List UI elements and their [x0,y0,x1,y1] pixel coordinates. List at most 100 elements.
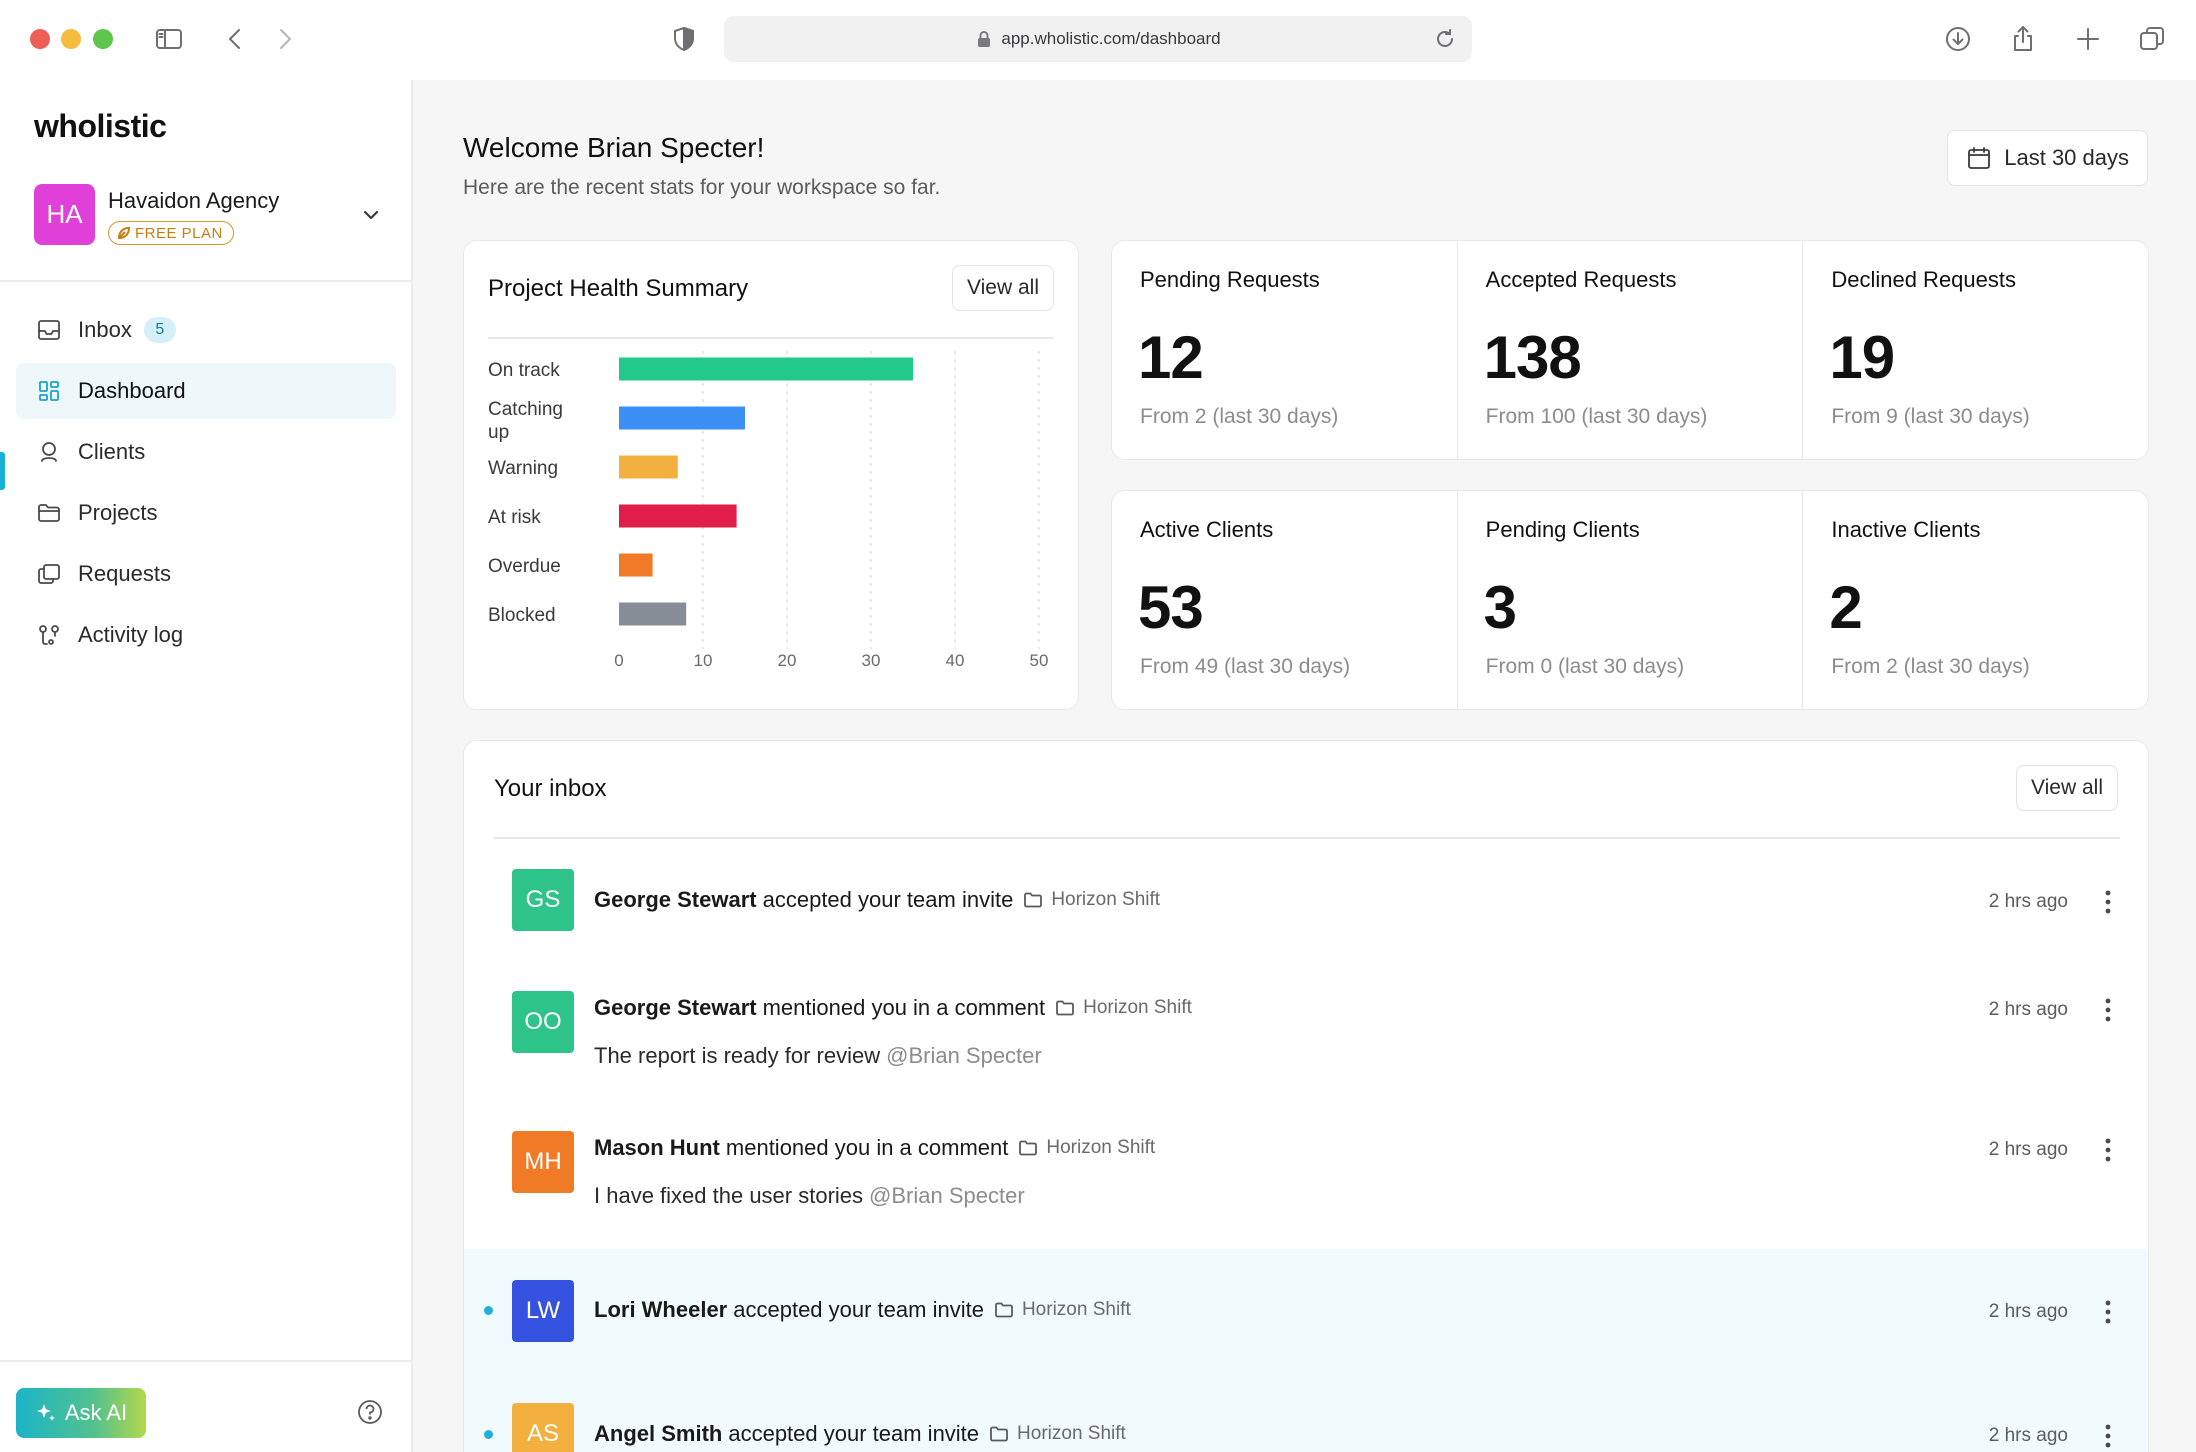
message-time: 2 hrs ago [1988,891,2068,912]
sidebar-nav: Inbox 5 Dashboard Clients Projects Req [16,302,396,668]
stat-value: 3 [1483,574,1517,641]
shield-icon[interactable] [667,22,701,56]
chart-category-label: At risk [488,507,541,528]
stat-pending-requests[interactable]: Pending Requests 12 From 2 (last 30 days… [1112,241,1458,459]
unread-dot [484,1430,493,1439]
requests-icon [36,561,62,587]
mention[interactable]: @Brian Specter [869,1183,1025,1208]
sidebar-item-inbox[interactable]: Inbox 5 [16,302,396,358]
stat-label: Accepted Requests [1485,267,1677,292]
sidebar: wholistic HA Havaidon Agency FREE PLAN I… [0,80,413,1452]
new-tab-icon[interactable] [2071,22,2105,56]
message-action: mentioned you in a comment [725,1135,1009,1160]
inbox-message[interactable]: OO George Stewart mentioned you in a com… [464,959,2148,1099]
project-name: Horizon Shift [1051,889,1161,910]
sidebar-toggle-icon[interactable] [152,22,186,56]
message-action: accepted your team invite [733,1297,984,1322]
sparkle-icon [36,1404,55,1421]
project-tag[interactable]: Horizon Shift [1018,1137,1155,1159]
folder-icon [1024,892,1043,908]
minimize-window-button[interactable] [61,29,81,49]
project-name: Horizon Shift [1083,997,1192,1018]
client-stats-card: Active Clients 53 From 49 (last 30 days)… [1111,490,2149,710]
download-icon[interactable] [1941,22,1975,56]
project-tag[interactable]: Horizon Shift [1055,997,1192,1019]
stat-label: Pending Requests [1140,267,1320,292]
health-view-all-button[interactable]: View all [952,265,1054,311]
stat-inactive-clients[interactable]: Inactive Clients 2 From 2 (last 30 days) [1803,491,2148,709]
card-divider [494,837,2120,839]
stat-accepted-requests[interactable]: Accepted Requests 138 From 100 (last 30 … [1458,241,1804,459]
inbox-message[interactable]: GS George Stewart accepted your team inv… [464,839,2148,959]
chart-category-label: Overdue [488,556,561,577]
address-bar[interactable]: app.wholistic.com/dashboard [724,16,1472,62]
project-tag[interactable]: Horizon Shift [994,1299,1131,1321]
message-action: accepted your team invite [728,1421,980,1446]
more-options-icon[interactable] [2104,997,2112,1023]
help-icon[interactable] [356,1398,384,1426]
sidebar-item-clients[interactable]: Clients [16,424,396,480]
chart-bar [619,504,737,528]
sidebar-item-dashboard[interactable]: Dashboard [16,363,396,419]
message-headline: Lori Wheeler accepted your team invite H… [594,1297,1131,1323]
more-options-icon[interactable] [2104,889,2112,915]
stat-declined-requests[interactable]: Declined Requests 19 From 9 (last 30 day… [1803,241,2148,459]
sender-name[interactable]: Angel Smith [594,1421,723,1446]
more-options-icon[interactable] [2104,1137,2112,1163]
maximize-window-button[interactable] [93,29,113,49]
project-tag[interactable]: Horizon Shift [1023,889,1160,911]
ask-ai-button[interactable]: Ask AI [16,1388,146,1438]
chart-tick-label: 30 [862,651,881,670]
sender-name[interactable]: Lori Wheeler [594,1297,728,1322]
date-range-button[interactable]: Last 30 days [1947,130,2148,186]
sender-name[interactable]: George Stewart [594,995,757,1020]
user-icon [36,439,62,465]
inbox-message[interactable]: LW Lori Wheeler accepted your team invit… [464,1249,2148,1373]
chart-tick-label: 50 [1030,651,1049,670]
page-subtitle: Here are the recent stats for your works… [463,176,941,199]
stat-label: Inactive Clients [1831,517,1981,542]
inbox-view-all-button[interactable]: View all [2016,765,2118,811]
project-name: Horizon Shift [1021,1299,1131,1320]
browser-toolbar: app.wholistic.com/dashboard [0,0,2196,80]
more-options-icon[interactable] [2104,1423,2112,1449]
sidebar-item-label: Projects [78,500,158,525]
more-options-icon[interactable] [2104,1299,2112,1325]
chevron-down-icon[interactable] [358,202,384,228]
project-tag[interactable]: Horizon Shift [989,1423,1126,1445]
message-time: 2 hrs ago [1988,1425,2068,1446]
active-nav-indicator [0,452,5,490]
sidebar-item-label: Clients [78,439,146,464]
back-icon[interactable] [218,22,252,56]
inbox-message[interactable]: AS Angel Smith accepted your team invite… [464,1373,2148,1452]
chart-tick-label: 0 [614,651,623,670]
message-headline: George Stewart mentioned you in a commen… [594,995,1192,1021]
forward-icon[interactable] [268,22,302,56]
stat-value: 2 [1829,574,1862,641]
stat-active-clients[interactable]: Active Clients 53 From 49 (last 30 days) [1112,491,1458,709]
stat-pending-clients[interactable]: Pending Clients 3 From 0 (last 30 days) [1458,491,1804,709]
stat-change: From 2 (last 30 days) [1140,405,1339,428]
inbox-card: Your inbox View all GS George Stewart ac… [463,740,2149,1452]
reload-icon[interactable] [1434,28,1456,50]
sender-name[interactable]: Mason Hunt [594,1135,720,1160]
main-content: Welcome Brian Specter! Here are the rece… [413,80,2196,1452]
brand-logo[interactable]: wholistic [34,108,167,144]
avatar: GS [512,869,574,931]
chart-category-label: Warning [488,458,558,479]
inbox-icon [36,317,62,343]
message-time: 2 hrs ago [1988,1139,2068,1160]
sidebar-item-projects[interactable]: Projects [16,485,396,541]
close-window-button[interactable] [30,29,50,49]
sender-name[interactable]: George Stewart [594,887,757,912]
sidebar-item-requests[interactable]: Requests [16,546,396,602]
card-title: Your inbox [494,775,607,802]
workspace-switcher[interactable]: HA Havaidon Agency FREE PLAN [34,184,384,248]
inbox-message[interactable]: MH Mason Hunt mentioned you in a comment… [464,1099,2148,1249]
tab-overview-icon[interactable] [2135,22,2169,56]
sidebar-item-activity-log[interactable]: Activity log [16,607,396,663]
stat-change: From 2 (last 30 days) [1831,655,2030,678]
share-icon[interactable] [2006,22,2040,56]
mention[interactable]: @Brian Specter [886,1043,1042,1068]
message-time: 2 hrs ago [1988,1301,2068,1322]
